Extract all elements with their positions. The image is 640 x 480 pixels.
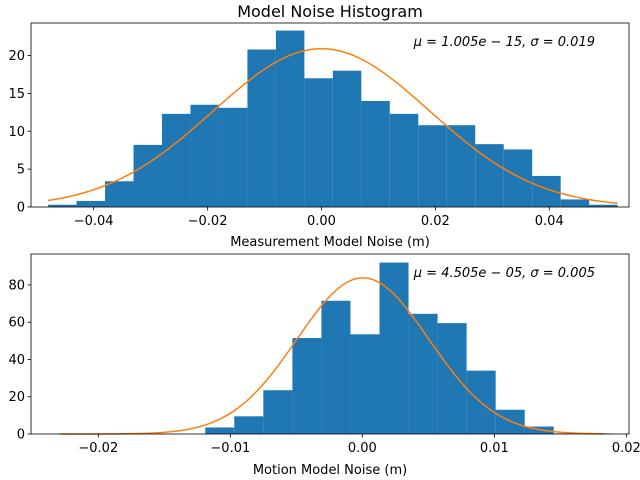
x-tick-label: −0.01 xyxy=(210,441,250,456)
histogram-bar xyxy=(475,144,504,207)
y-tick-label: 15 xyxy=(8,87,25,102)
x-tick-label: 0.02 xyxy=(421,214,450,229)
gaussian-fit-curve xyxy=(47,47,618,205)
x-axis-label: Motion Model Noise (m) xyxy=(253,463,407,478)
x-tick-label: −0.02 xyxy=(188,214,228,229)
histogram-bar xyxy=(205,427,235,434)
histogram-bar xyxy=(304,78,333,207)
chart-title: Model Noise Histogram xyxy=(237,2,423,21)
histogram-bar xyxy=(292,338,322,434)
x-tick-label: 0.00 xyxy=(307,214,336,229)
histogram-bar xyxy=(589,204,618,207)
histogram-bar xyxy=(560,199,590,207)
y-tick-label: 80 xyxy=(8,278,25,293)
y-tick-label: 0 xyxy=(17,428,25,443)
histogram-bar xyxy=(76,200,106,207)
x-tick-label: 0.04 xyxy=(535,214,564,229)
x-tick-label: 0.00 xyxy=(348,441,377,456)
histogram-bar xyxy=(332,70,362,207)
histogram-bar xyxy=(418,125,447,207)
histogram-bar xyxy=(389,113,419,207)
x-tick-label: 0.01 xyxy=(480,441,509,456)
histogram-bar xyxy=(263,390,293,434)
y-tick-label: 20 xyxy=(8,390,25,405)
histogram-bar xyxy=(133,144,162,207)
axes-frame xyxy=(30,253,630,435)
histogram-bar xyxy=(234,416,264,434)
y-tick-label: 40 xyxy=(8,353,25,368)
chart-2: −0.02 −0.01 0.00 0.01 0.02 0 20 40 60 80 Motion Mo… xyxy=(8,253,640,478)
histogram-bar xyxy=(361,100,390,207)
histogram-bar xyxy=(218,107,248,207)
y-tick-label: 5 xyxy=(17,163,25,178)
histogram-bar xyxy=(161,113,191,207)
x-tick-label: −0.04 xyxy=(74,214,114,229)
histogram-bar xyxy=(495,409,525,434)
gaussian-fit-curve xyxy=(60,277,606,435)
histogram-bar xyxy=(321,300,351,434)
histogram-bar xyxy=(190,104,219,207)
axes-frame xyxy=(30,22,630,208)
histogram-bar xyxy=(379,262,409,434)
histogram-bar xyxy=(275,30,305,207)
y-tick-label: 0 xyxy=(17,201,25,216)
x-tick-label: 0.02 xyxy=(612,441,640,456)
histogram-bar xyxy=(437,323,467,434)
histogram-bar xyxy=(350,334,380,434)
histogram-bar xyxy=(247,49,276,207)
histogram-bar xyxy=(503,149,533,207)
y-tick-label: 60 xyxy=(8,316,25,331)
y-tick-label: 20 xyxy=(8,49,25,64)
chart-1: −0.04 −0.02 0.00 0.02 0.04 0 5 10 15 20 Measuremen… xyxy=(8,2,630,250)
stats-annotation: μ = 4.505e − 05, σ = 0.005 xyxy=(413,266,595,281)
histogram-bar xyxy=(408,313,438,434)
histogram-bar xyxy=(48,204,77,207)
histogram-bar xyxy=(105,181,134,207)
y-tick-label: 10 xyxy=(8,125,25,140)
x-tick-label: −0.02 xyxy=(78,441,118,456)
stats-annotation: μ = 1.005e − 15, σ = 0.019 xyxy=(413,35,595,50)
x-axis-label: Measurement Model Noise (m) xyxy=(230,235,430,250)
